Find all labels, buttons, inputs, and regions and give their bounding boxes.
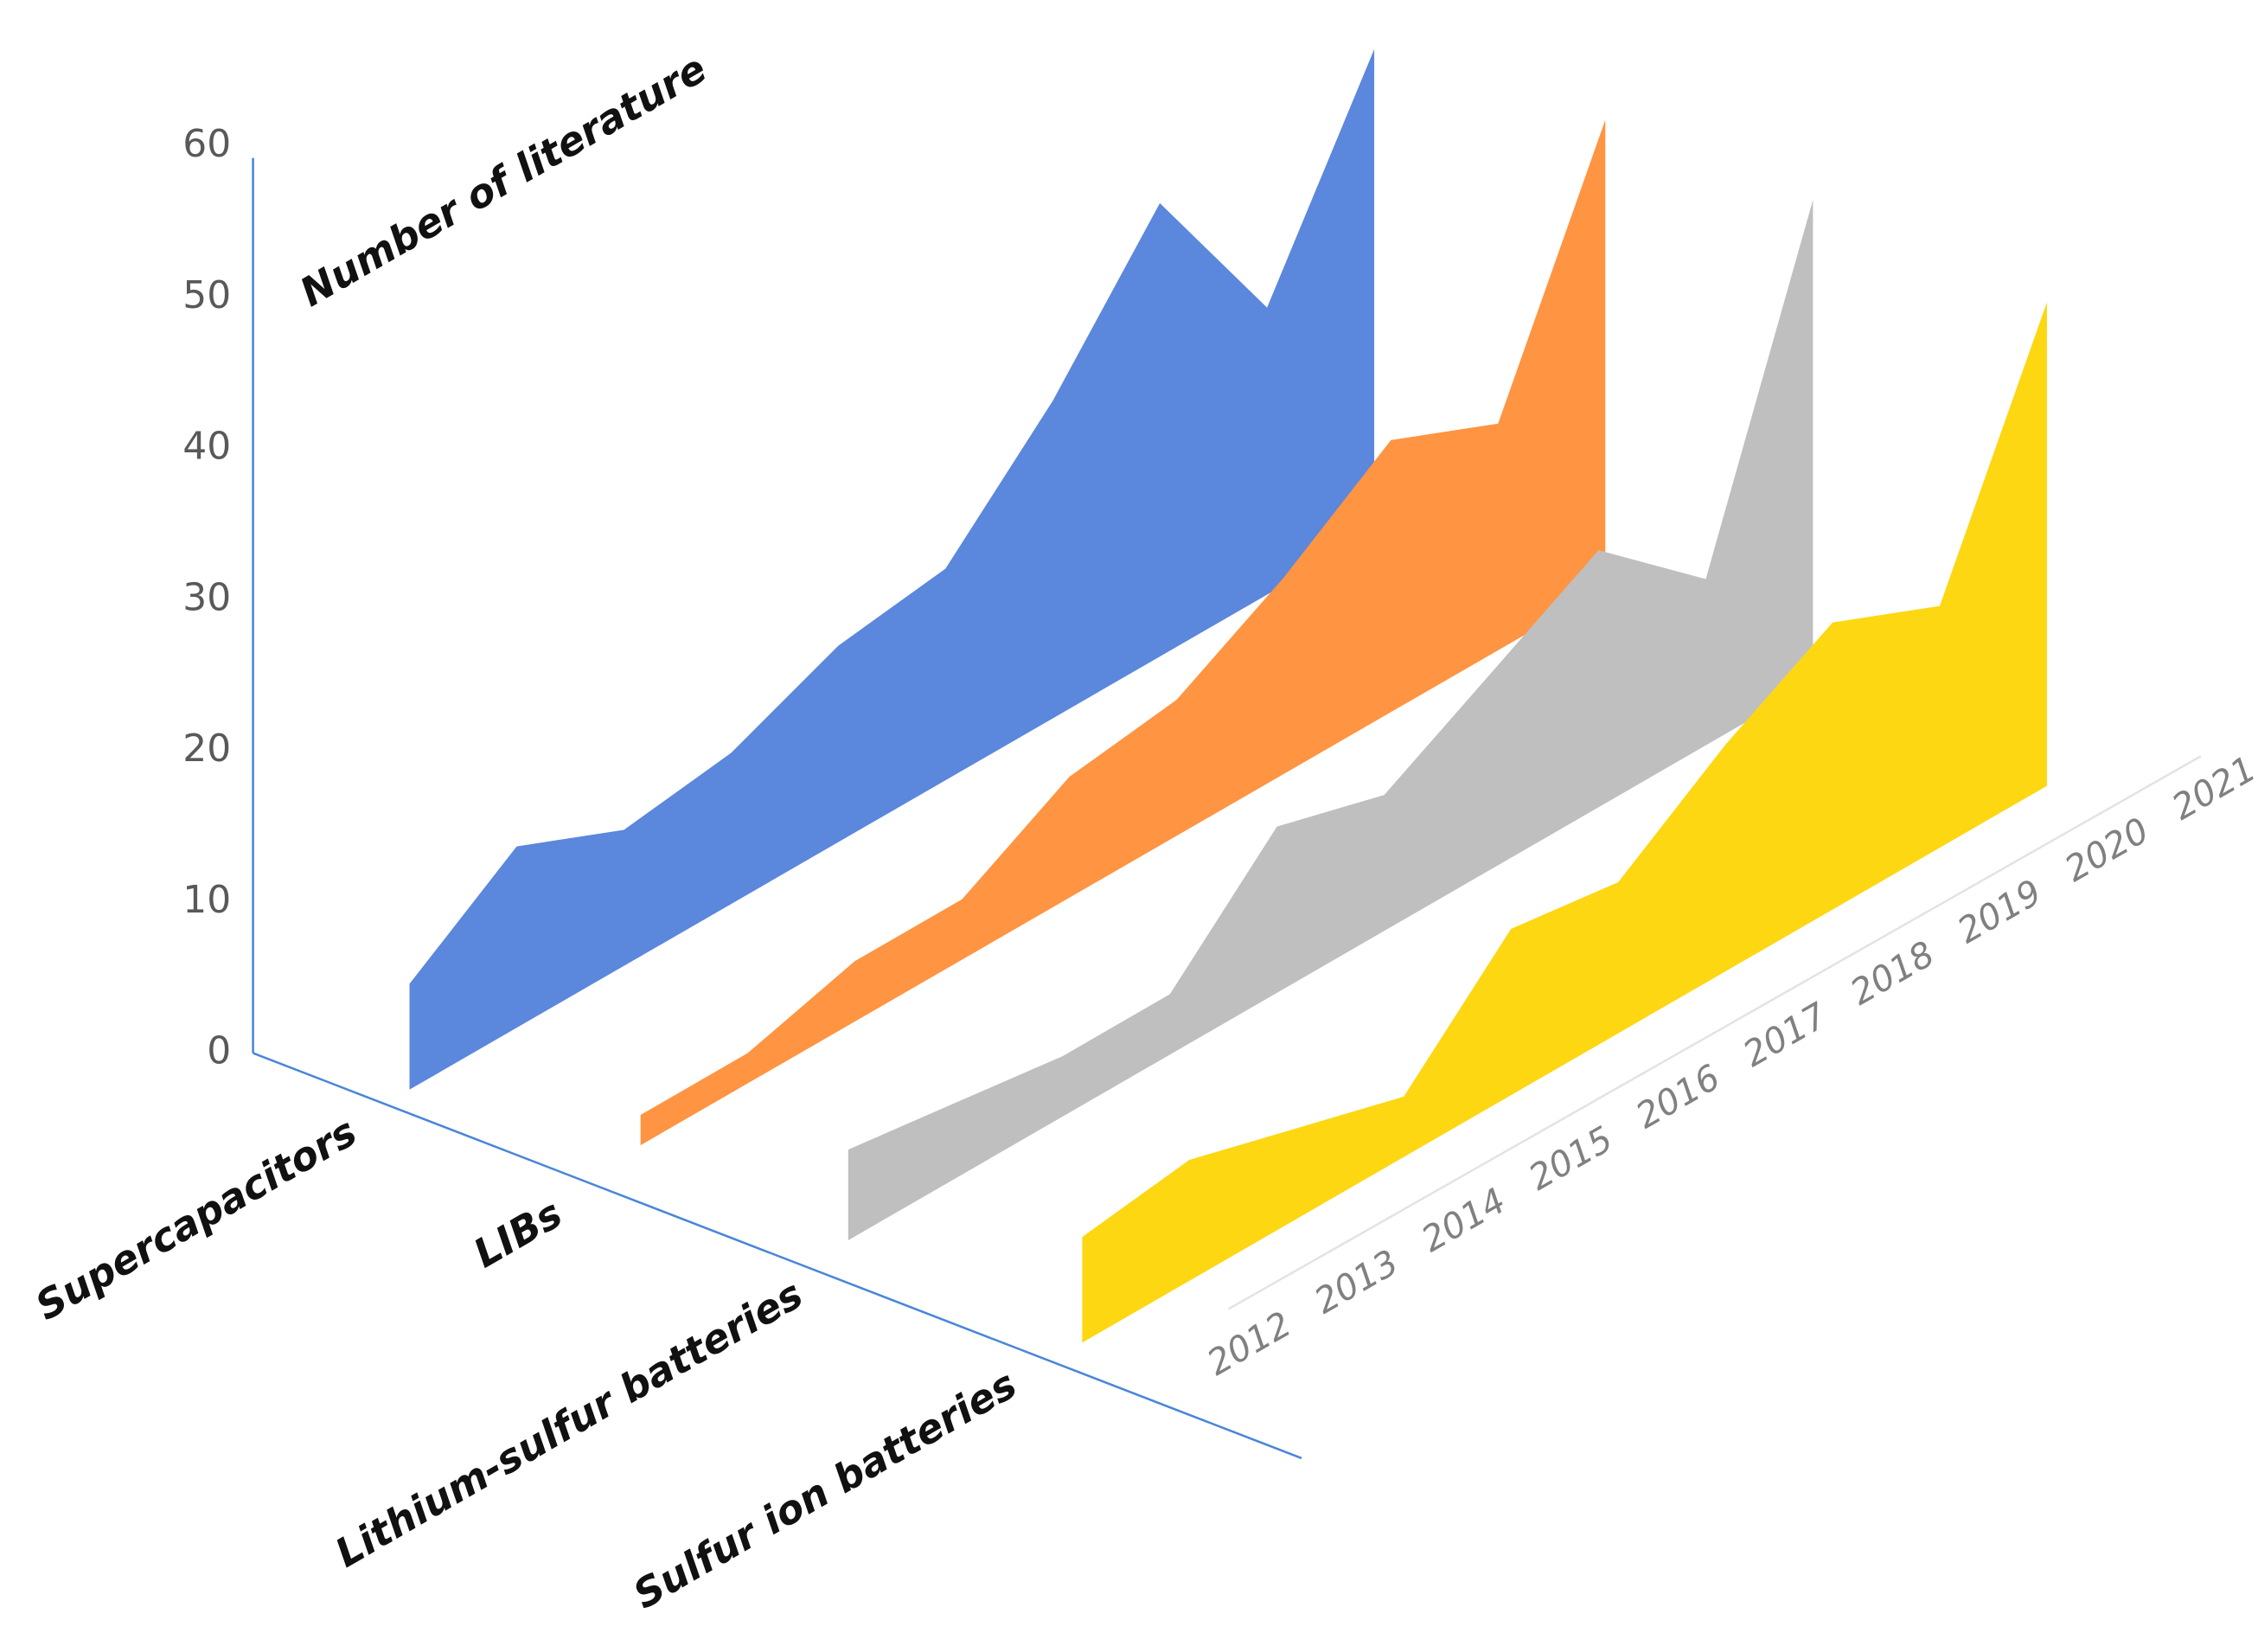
series-label: Supercapacitors <box>28 1109 364 1329</box>
y-tick-label: 30 <box>182 575 231 619</box>
x-tick-label: 2017 <box>1736 995 1834 1075</box>
series-label: Sulfur ion batteries <box>626 1361 1025 1618</box>
x-tick-label: 2018 <box>1843 932 1941 1013</box>
y-tick-label: 10 <box>182 878 231 922</box>
x-tick-label: 2020 <box>2057 810 2155 890</box>
y-tick-label: 40 <box>182 425 231 469</box>
area <box>848 199 1813 1240</box>
x-tick-label: 2013 <box>1308 1241 1405 1322</box>
y-tick-label: 50 <box>182 273 231 317</box>
area <box>640 119 1606 1146</box>
y-tick-label: 60 <box>182 122 231 166</box>
axis-title: Number of literature <box>292 46 714 316</box>
x-tick-label: 2016 <box>1628 1056 1726 1137</box>
depth-axis <box>253 1052 1302 1460</box>
area <box>1082 302 2047 1343</box>
x-tick-label: 2014 <box>1415 1180 1513 1260</box>
x-tick-label: 2015 <box>1521 1117 1619 1198</box>
series-label: LIBs <box>466 1190 570 1277</box>
x-tick-label: 2019 <box>1950 871 2048 951</box>
area <box>409 48 1375 1090</box>
y-tick-label: 0 <box>207 1029 231 1073</box>
x-tick-label: 2021 <box>2165 747 2258 828</box>
y-tick-label: 20 <box>182 727 231 771</box>
x-tick-label: 2012 <box>1200 1303 1298 1384</box>
x-axis <box>1227 755 2202 1310</box>
